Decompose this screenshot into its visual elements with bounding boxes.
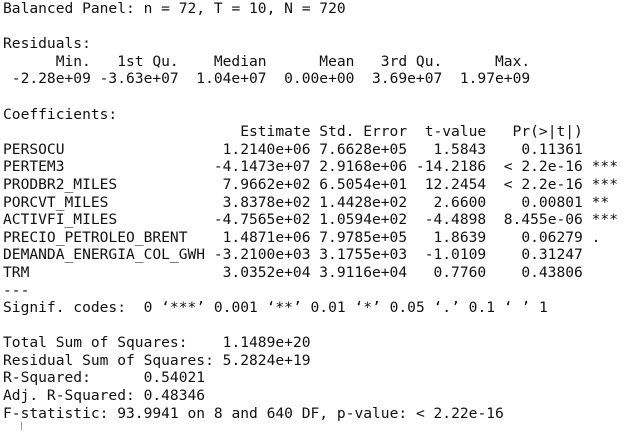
coef-name: DEMANDA_ENERGIA_COL_GWH (3, 246, 206, 264)
adj-r-squared: Adj. R-Squared: 0.48346 (3, 387, 206, 405)
coef-estimate: 3.0352e+04 (222, 263, 311, 281)
f-statistic: F-statistic: 93.9941 on 8 and 640 DF, p-… (3, 404, 504, 422)
coef-estimate: 7.9662e+02 (222, 175, 311, 193)
coef-p-value: 0.31247 (521, 246, 583, 264)
coef-signif: ** (591, 193, 610, 211)
coef-t-value: 1.5843 (433, 140, 487, 158)
coef-estimate: 1.2140e+06 (222, 140, 311, 158)
coef-t-value: -14.2186 (415, 158, 487, 176)
coef-estimate: -4.7565e+02 (213, 211, 311, 229)
residuals-value: -2.28e+09 (11, 70, 91, 88)
residuals-value: 0.00e+00 (284, 70, 355, 88)
coef-p-value: 0.43806 (521, 263, 583, 281)
coef-std-error: 7.9785e+05 (319, 228, 408, 246)
residuals-header-cell: Max. (495, 52, 531, 70)
coefficients-title: Coefficients: (3, 105, 118, 123)
signif-codes: Signif. codes: 0 ‘***’ 0.001 ‘**’ 0.01 ‘… (3, 299, 548, 317)
coef-p-value: 0.00801 (521, 193, 583, 211)
coef-name: PRECIO_PETROLEO_BRENT (3, 228, 188, 246)
coefficient-row: PORCVT_MILES 3.8378e+02 1.4428e+02 2.6600 0.… (3, 194, 638, 212)
residuals-header-cell: 1st Qu. (117, 52, 179, 70)
coef-name: ACTIVFI_MILES (3, 211, 118, 229)
total-sum-of-squares: Total Sum of Squares: 1.1489e+20 (3, 334, 311, 352)
coef-p-value: < 2.2e-16 (503, 158, 583, 176)
coef-estimate: -4.1473e+07 (213, 158, 311, 176)
coef-std-error: 7.6628e+05 (319, 140, 408, 158)
coefficient-row: TRM 3.0352e+04 3.9116e+04 0.7760 0.43806 (3, 264, 638, 282)
coef-p-value: 8.455e-06 (503, 211, 583, 229)
r-squared: R-Squared: 0.54021 (3, 369, 206, 387)
coefficient-row: PRECIO_PETROLEO_BRENT 1.4871e+06 7.9785e+0… (3, 229, 638, 247)
coefficient-row: ACTIVFI_MILES -4.7565e+02 1.0594e+02 -4.489… (3, 211, 638, 229)
coef-p-value: 0.06279 (521, 228, 583, 246)
coef-name: PERSOCU (3, 140, 65, 158)
residual-sum-of-squares: Residual Sum of Squares: 5.2824e+19 (3, 351, 311, 369)
coef-signif: . (591, 228, 601, 246)
console-prompt[interactable] (3, 422, 638, 440)
coef-t-value: 2.6600 (433, 193, 487, 211)
coef-name: PORCVT_MILES (3, 193, 109, 211)
header-p-value: Pr(>|t|) (512, 123, 583, 141)
coef-t-value: 0.7760 (433, 263, 487, 281)
coefficient-row: PERTEM3 -4.1473e+07 2.9168e+06 -14.2186 < 2.… (3, 158, 638, 176)
coef-name: PRODBR2_MILES (3, 175, 118, 193)
coef-std-error: 1.4428e+02 (319, 193, 408, 211)
coefficients-header: Estimate Std. Error t-value Pr(>|t|) (3, 123, 638, 141)
coef-estimate: 1.4871e+06 (222, 228, 311, 246)
residuals-value: 3.69e+07 (372, 70, 443, 88)
coef-p-value: < 2.2e-16 (503, 175, 583, 193)
separator: --- (3, 281, 30, 299)
residuals-header-cell: Median (213, 52, 267, 70)
panel-info: Balanced Panel: n = 72, T = 10, N = 720 (3, 0, 346, 17)
residuals-header-cell: 3rd Qu. (380, 52, 443, 70)
coef-t-value: 12.2454 (424, 175, 487, 193)
residuals-header: Min. 1st Qu. Median Mean 3rd Qu. Max. (3, 53, 638, 71)
coef-std-error: 1.0594e+02 (319, 211, 408, 229)
header-estimate: Estimate (240, 123, 311, 141)
residuals-title: Residuals: (3, 35, 91, 53)
residuals-value: 1.97e+09 (459, 70, 531, 88)
coef-name: PERTEM3 (3, 158, 65, 176)
coef-t-value: -1.0109 (424, 246, 487, 264)
coefficients-table: PERSOCU 1.2140e+06 7.6628e+05 1.5843 0.11361… (3, 141, 638, 282)
coefficient-row: PRODBR2_MILES 7.9662e+02 6.5054e+01 12.2454… (3, 176, 638, 194)
residuals-value: -3.63e+07 (99, 70, 179, 88)
header-t-value: t-value (424, 123, 487, 141)
residuals-header-cell: Mean (319, 52, 355, 70)
coef-signif: *** (591, 158, 618, 176)
coef-signif: *** (591, 211, 618, 229)
coef-std-error: 6.5054e+01 (319, 175, 408, 193)
coef-std-error: 3.9116e+04 (319, 263, 408, 281)
coef-signif: *** (591, 175, 618, 193)
coefficient-row: PERSOCU 1.2140e+06 7.6628e+05 1.5843 0.11361 (3, 141, 638, 159)
coef-estimate: 3.8378e+02 (222, 193, 311, 211)
residuals-header-cell: Min. (55, 52, 91, 70)
coef-std-error: 3.1755e+03 (319, 246, 408, 264)
residuals-values: -2.28e+09 -3.63e+07 1.04e+07 0.00e+00 3.69e+… (3, 70, 638, 88)
text-cursor (21, 422, 22, 431)
residuals-value: 1.04e+07 (196, 70, 267, 88)
header-std-error: Std. Error (319, 123, 408, 141)
coefficient-row: DEMANDA_ENERGIA_COL_GWH -3.2100e+03 3.1755… (3, 246, 638, 264)
coef-estimate: -3.2100e+03 (213, 246, 311, 264)
coef-name: TRM (3, 263, 30, 281)
coef-p-value: 0.11361 (521, 140, 583, 158)
coef-t-value: 1.8639 (433, 228, 487, 246)
coef-t-value: -4.4898 (424, 211, 487, 229)
coef-std-error: 2.9168e+06 (319, 158, 408, 176)
